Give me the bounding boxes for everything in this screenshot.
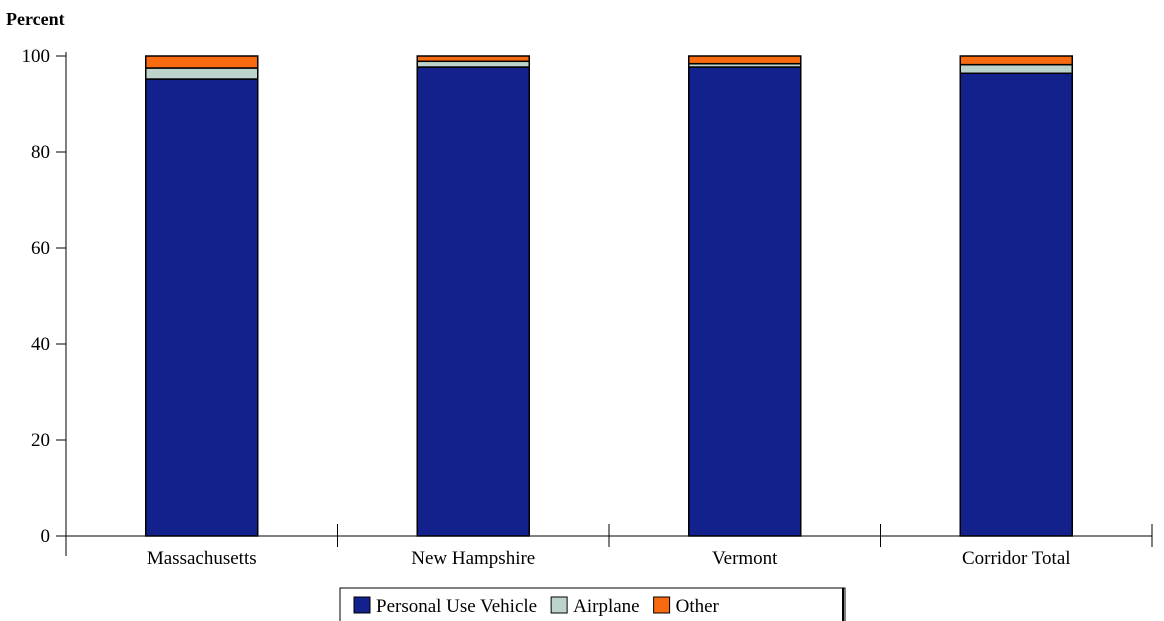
y-tick-label: 60 xyxy=(31,238,50,259)
bar-segment xyxy=(145,78,259,537)
y-tick-label: 40 xyxy=(31,334,50,355)
bar-segment xyxy=(416,55,530,63)
legend-swatch xyxy=(353,596,371,614)
bar-segment xyxy=(145,55,259,69)
y-axis-title: Percent xyxy=(6,9,65,29)
bar-segment xyxy=(959,63,1073,75)
x-category-label: Massachusetts xyxy=(147,548,257,569)
bar-segment xyxy=(416,60,530,68)
legend-label: Personal Use Vehicle xyxy=(376,596,537,617)
legend-swatch xyxy=(550,596,568,614)
x-category-label: Corridor Total xyxy=(962,548,1071,569)
legend-swatch xyxy=(653,596,671,614)
bars xyxy=(145,55,1073,537)
y-tick-label: 20 xyxy=(31,430,50,451)
axes: 0 20 40 60 80 100 Massachusetts New Hampshire Ve… xyxy=(22,46,1153,569)
bar-segment xyxy=(959,55,1073,66)
legend: Personal Use Vehicle Airplane Other xyxy=(339,587,846,621)
bar-segment xyxy=(959,72,1073,537)
bar-segment xyxy=(416,66,530,537)
legend-label: Other xyxy=(676,596,720,617)
y-tick-label: 0 xyxy=(41,526,51,547)
legend-box xyxy=(339,587,846,621)
x-category-label: Vermont xyxy=(712,548,778,569)
legend-label: Airplane xyxy=(573,596,639,617)
y-tick-label: 80 xyxy=(31,142,50,163)
bar-segment xyxy=(688,66,802,537)
x-category-label: New Hampshire xyxy=(411,548,535,569)
y-tick-label: 100 xyxy=(22,46,51,67)
bar-segment xyxy=(145,67,259,80)
bar-segment xyxy=(688,55,802,65)
